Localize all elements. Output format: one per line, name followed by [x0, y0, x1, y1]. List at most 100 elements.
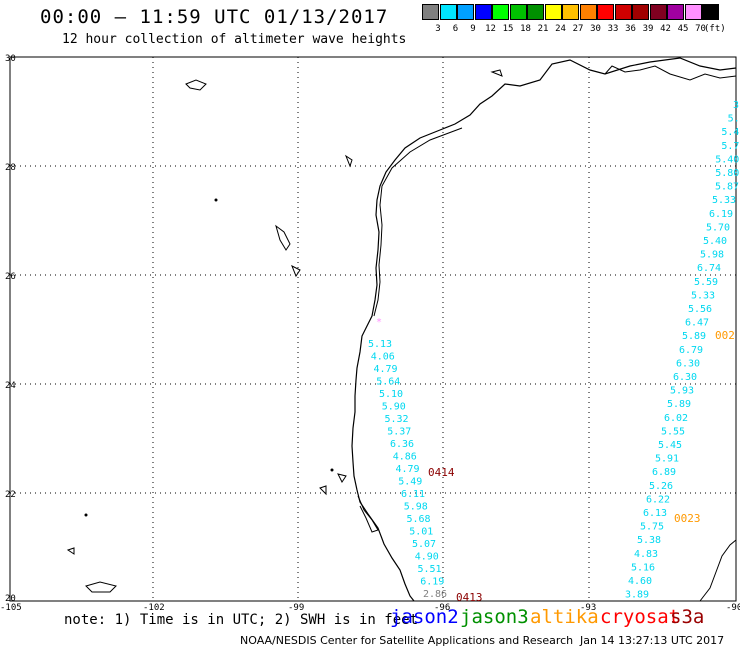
- legend-label: 39: [642, 24, 654, 34]
- wave-height-value: 6.30: [673, 372, 697, 383]
- legend-swatch: [684, 4, 702, 20]
- wave-height-value: 5.: [728, 114, 740, 125]
- wave-height-value: 5.90: [382, 402, 406, 413]
- satellite-name: s3a: [670, 606, 705, 628]
- wave-height-value: 5.26: [649, 481, 673, 492]
- wave-height-value: 6.30: [676, 358, 700, 369]
- left-altimeter-track: 5.134.064.795.645.105.905.325.376.364.86…: [368, 339, 447, 600]
- wave-height-value: 5.4: [721, 127, 739, 138]
- wave-height-value: 4.79: [396, 464, 420, 475]
- wave-height-value: 5.33: [691, 290, 715, 301]
- wave-height-value: 6.02: [664, 413, 688, 424]
- wave-height-value: 6.74: [697, 263, 721, 274]
- footer-note: note: 1) Time is in UTC; 2) SWH is in fe…: [64, 612, 419, 628]
- wave-height-value: 4.06: [371, 352, 395, 363]
- wave-height-value: 5.51: [418, 564, 442, 575]
- longitude-label: -93: [580, 603, 596, 613]
- wave-height-value: 5.37: [387, 427, 411, 438]
- map-title: 00:00 – 11:59 UTC 01/13/2017: [40, 6, 389, 28]
- legend-label: 45: [677, 24, 689, 34]
- legend-label: 9: [470, 24, 476, 34]
- pass-label: 002: [715, 329, 735, 342]
- legend-swatch: [649, 4, 667, 20]
- satellite-name: jason2: [390, 606, 459, 628]
- longitude-label: -96: [434, 603, 450, 613]
- wave-height-value: 2.86: [423, 589, 447, 600]
- legend-swatch: [702, 4, 719, 20]
- legend-swatch: [614, 4, 632, 20]
- longitude-labels: -105 -102 -99 -96 -93 -90: [0, 603, 740, 613]
- legend-label: 18: [520, 24, 531, 34]
- legend-swatch: [527, 4, 544, 20]
- wave-height-value: 6.47: [685, 318, 709, 329]
- wave-height-value: 5.87: [715, 182, 739, 193]
- wave-height-value: 6.13: [643, 508, 667, 519]
- wave-height-value: 5.10: [379, 389, 403, 400]
- wave-height-value: 4.83: [634, 549, 658, 560]
- legend-unit: (ft): [704, 24, 726, 34]
- graticule: [10, 57, 736, 601]
- map-subtitle: 12 hour collection of altimeter wave hei…: [62, 32, 407, 47]
- legend-swatch: [597, 4, 614, 20]
- legend-label: 42: [660, 24, 671, 34]
- wave-height-value: 5.68: [407, 514, 431, 525]
- legend-label: 12: [485, 24, 496, 34]
- wave-height-value: 5.38: [637, 535, 661, 546]
- wave-height-value: 5.70: [706, 222, 730, 233]
- legend-swatch: [457, 4, 474, 20]
- wave-height-value: 4.79: [374, 364, 398, 375]
- longitude-label: -90: [726, 603, 740, 613]
- legend-label: 70: [695, 24, 706, 34]
- wave-height-value: 5.98: [700, 250, 724, 261]
- wave-height-value: 4.60: [628, 576, 652, 587]
- pass-label: 0413: [456, 591, 483, 604]
- mexico-coast-inner: [357, 495, 379, 533]
- legend-swatch: [509, 4, 527, 20]
- legend-label: 36: [625, 24, 636, 34]
- wave-height-value: 5.49: [398, 477, 422, 488]
- legend-swatch: [579, 4, 597, 20]
- wave-height-value: 4.86: [393, 452, 417, 463]
- legend-swatch: [544, 4, 562, 20]
- high-wave-marker: *: [376, 317, 382, 328]
- wave-height-value: 5.40: [715, 154, 739, 165]
- wave-height-value: 3.89: [625, 590, 649, 601]
- wave-height-value: 5.13: [368, 339, 392, 350]
- wave-height-value: 5.16: [631, 562, 655, 573]
- wave-height-value: 5.40: [703, 236, 727, 247]
- legend-label: 27: [572, 24, 584, 34]
- legend-label: 33: [607, 24, 619, 34]
- wave-height-value: 5.89: [682, 331, 706, 342]
- right-altimeter-track: 3 5. 5.4 5.7 5.40 5.80 5.87 5.33 6.19 5.70 5.40 5.9…: [625, 100, 740, 601]
- latitude-label: 26: [5, 272, 16, 282]
- legend-swatch: [492, 4, 509, 20]
- wave-height-value: 5.55: [661, 426, 685, 437]
- barrier-island: [373, 127, 463, 317]
- pass-label: 0414: [428, 466, 455, 479]
- legend-label: 6: [452, 24, 459, 34]
- credit-text: NOAA/NESDIS Center for Satellite Applica…: [240, 634, 574, 647]
- wave-height-value: 5.59: [694, 277, 718, 288]
- inland-features: [66, 69, 503, 593]
- wave-height-value: 3: [733, 100, 739, 111]
- delta: [604, 65, 737, 81]
- wave-height-value: 5.45: [658, 440, 682, 451]
- wave-height-value: 6.19: [420, 577, 444, 588]
- wave-height-value: 6.11: [401, 489, 425, 500]
- satellite-name: altika: [530, 606, 599, 628]
- wave-height-value: 5.07: [412, 539, 436, 550]
- pass-label: 0023: [674, 512, 701, 525]
- wave-height-value: 5.93: [670, 386, 694, 397]
- longitude-label: -99: [288, 603, 304, 613]
- wave-height-value: 6.89: [652, 467, 676, 478]
- latitude-label: 30: [5, 54, 16, 64]
- yucatan-coast: [699, 539, 737, 602]
- wave-height-value: 4.90: [415, 552, 439, 563]
- legend-swatch: [422, 4, 439, 20]
- wave-height-value: 5.91: [655, 454, 679, 465]
- satellite-name: cryosat: [600, 606, 681, 628]
- satellite-name: jason3: [460, 606, 529, 628]
- wave-height-value: 5.98: [404, 502, 428, 513]
- timestamp-text: Jan 14 13:27:13 UTC 2017: [580, 634, 725, 647]
